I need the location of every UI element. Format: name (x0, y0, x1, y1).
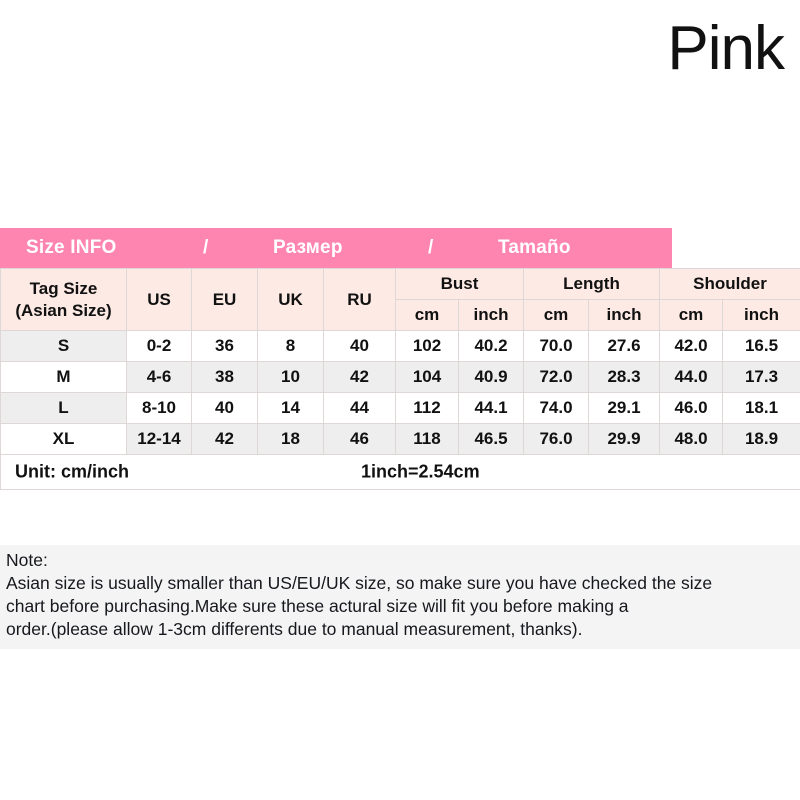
cell-eu: 36 (191, 330, 258, 362)
banner-label-razmer: Размер (273, 237, 343, 258)
table-header-group-row: Tag Size (Asian Size) US EU UK RU Bust L… (0, 268, 800, 331)
size-chart: Size INFO / Размер / Tamaño Tag Size (As (0, 228, 800, 490)
cell-length-inch: 29.1 (588, 392, 660, 424)
note-line-1: Asian size is usually smaller than US/EU… (6, 573, 713, 593)
cell-bust-cm: 102 (395, 330, 459, 362)
cell-bust-cm: 104 (395, 361, 459, 393)
cell-tag-size: L (0, 392, 127, 424)
cell-bust-inch: 44.1 (458, 392, 524, 424)
size-chart-banner: Size INFO / Размер / Tamaño (0, 228, 672, 268)
cell-ru: 46 (323, 423, 396, 455)
cell-eu: 38 (191, 361, 258, 393)
cell-us: 8-10 (126, 392, 192, 424)
header-bust-cm: cm (395, 299, 459, 331)
table-header-unit-row: cm inch cm inch cm inch (1, 299, 800, 331)
note-line-3: order.(please allow 1-3cm differents due… (6, 619, 583, 639)
header-group-shoulder: Shoulder (658, 268, 800, 300)
cell-shoulder-cm: 48.0 (659, 423, 723, 455)
banner-separator-1: / (203, 237, 209, 258)
unit-label: Unit: cm/inch (15, 461, 130, 482)
header-tag-size-line2: (Asian Size) (15, 300, 112, 320)
cell-length-inch: 28.3 (588, 361, 660, 393)
cell-us: 0-2 (126, 330, 192, 362)
cell-length-inch: 27.6 (588, 330, 660, 362)
table-unit-row: Unit: cm/inch 1inch=2.54cm (0, 454, 800, 490)
inch-conversion-label: 1inch=2.54cm (361, 461, 480, 482)
cell-length-cm: 74.0 (523, 392, 589, 424)
cell-bust-inch: 40.2 (458, 330, 524, 362)
cell-shoulder-inch: 18.9 (721, 423, 800, 455)
cell-shoulder-inch: 16.5 (721, 330, 800, 362)
cell-ru: 40 (323, 330, 396, 362)
cell-length-cm: 72.0 (523, 361, 589, 393)
cell-length-inch: 29.9 (588, 423, 660, 455)
cell-ru: 42 (323, 361, 396, 393)
header-uk: UK (257, 268, 324, 331)
header-ru: RU (323, 268, 396, 331)
cell-bust-cm: 118 (395, 423, 459, 455)
header-eu: EU (191, 268, 258, 331)
banner-separator-2: / (428, 237, 434, 258)
cell-uk: 10 (257, 361, 324, 393)
cell-bust-cm: 112 (395, 392, 459, 424)
cell-tag-size: M (0, 361, 127, 393)
header-group-length: Length (523, 268, 660, 300)
header-bust-inch: inch (458, 299, 524, 331)
cell-eu: 42 (191, 423, 258, 455)
cell-shoulder-cm: 44.0 (659, 361, 723, 393)
cell-us: 4-6 (126, 361, 192, 393)
table-row: XL 12-14 42 18 46 118 46.5 76.0 29.9 48.… (0, 423, 800, 455)
product-color-title: Pink (667, 14, 785, 83)
cell-us: 12-14 (126, 423, 192, 455)
table-row: L 8-10 40 14 44 112 44.1 74.0 29.1 46.0 … (0, 392, 800, 424)
cell-eu: 40 (191, 392, 258, 424)
size-table: Tag Size (Asian Size) US EU UK RU Bust L… (0, 268, 800, 490)
note-block: Note: Asian size is usually smaller than… (0, 545, 800, 649)
cell-tag-size: XL (0, 423, 127, 455)
cell-shoulder-inch: 17.3 (721, 361, 800, 393)
cell-bust-inch: 40.9 (458, 361, 524, 393)
header-tag-size: Tag Size (Asian Size) (0, 268, 127, 331)
header-group-bust: Bust (395, 268, 524, 300)
header-length-cm: cm (523, 299, 589, 331)
table-row: S 0-2 36 8 40 102 40.2 70.0 27.6 42.0 16… (0, 330, 800, 362)
cell-uk: 8 (257, 330, 324, 362)
cell-ru: 44 (323, 392, 396, 424)
cell-length-cm: 76.0 (523, 423, 589, 455)
cell-shoulder-cm: 42.0 (659, 330, 723, 362)
cell-shoulder-inch: 18.1 (721, 392, 800, 424)
header-tag-size-line1: Tag Size (29, 279, 98, 299)
table-row: M 4-6 38 10 42 104 40.9 72.0 28.3 44.0 1… (0, 361, 800, 393)
cell-shoulder-cm: 46.0 (659, 392, 723, 424)
cell-length-cm: 70.0 (523, 330, 589, 362)
banner-label-size-info: Size INFO (26, 237, 117, 258)
unit-cell: Unit: cm/inch 1inch=2.54cm (0, 454, 800, 490)
banner-label-tamano: Tamaño (498, 237, 571, 258)
header-us: US (126, 268, 192, 331)
cell-uk: 18 (257, 423, 324, 455)
cell-uk: 14 (257, 392, 324, 424)
header-shoulder-cm: cm (659, 299, 723, 331)
header-length-inch: inch (588, 299, 660, 331)
cell-bust-inch: 46.5 (458, 423, 524, 455)
note-line-2: chart before purchasing.Make sure these … (6, 596, 629, 616)
note-heading: Note: (6, 550, 48, 570)
header-shoulder-inch: inch (721, 299, 800, 331)
cell-tag-size: S (0, 330, 127, 362)
